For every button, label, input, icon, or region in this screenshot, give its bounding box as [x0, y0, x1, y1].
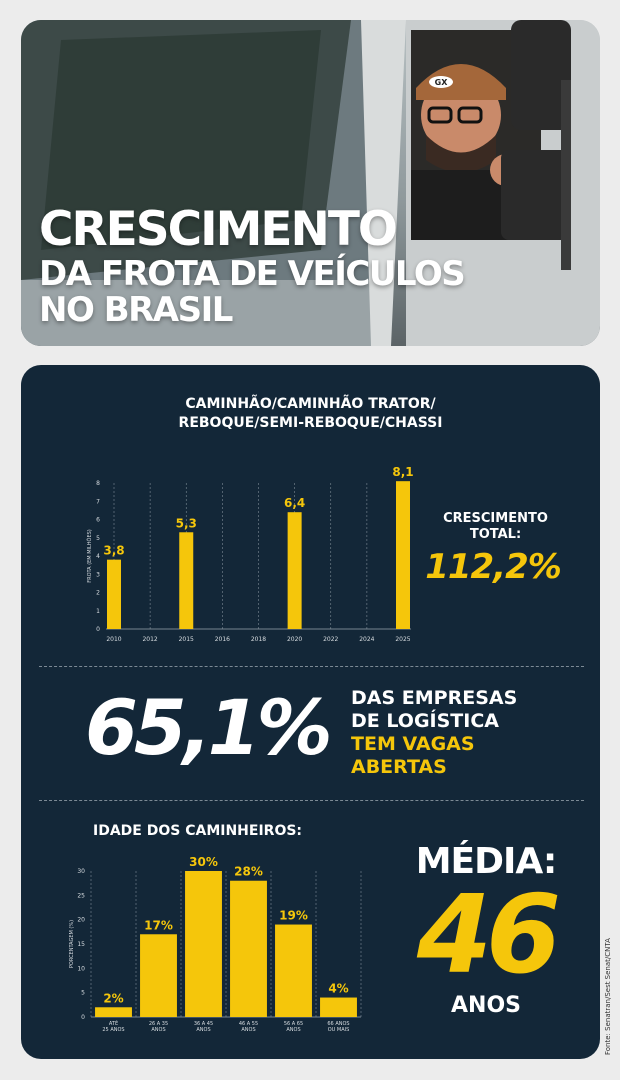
age-bar-0 [95, 1007, 132, 1017]
age-bar-label-4: 19% [279, 909, 308, 923]
fleet-y-tick: 3 [96, 571, 100, 578]
fleet-bar-label-2025: 8,1 [392, 465, 413, 479]
age-bar-label-1: 17% [144, 918, 173, 932]
fleet-x-tick: 2025 [395, 636, 410, 643]
age-y-tick: 25 [77, 892, 85, 899]
fleet-y-tick: 2 [96, 590, 100, 597]
age-x-tick-line1: 26 A 35 [149, 1021, 168, 1027]
fleet-bar-2020 [287, 512, 302, 629]
age-bar-3 [230, 880, 267, 1017]
fleet-bar-2010 [107, 559, 121, 629]
fleet-bar-label-2015: 5,3 [176, 516, 197, 530]
age-x-tick-line2: OU MAIS [328, 1027, 350, 1033]
logistics-line3: TEM VAGAS [351, 733, 475, 755]
source-note: Fonte: Senatran/Sest Senat/CNTA [604, 938, 612, 1055]
fleet-x-tick: 2018 [251, 636, 266, 643]
fleet-bar-chart: 2010 2012 2015 2016 2018 2020 2022 2024 2025 0 1 2 3… [86, 465, 414, 643]
age-bar-1 [140, 934, 177, 1017]
age-bar-5 [320, 997, 357, 1017]
age-y-tick: 5 [81, 990, 85, 997]
age-x-tick-line2: ANOS [151, 1027, 165, 1033]
fleet-x-tick: 2020 [287, 636, 302, 643]
age-x-tick-line2: ANOS [286, 1027, 300, 1033]
age-bar-4 [275, 924, 312, 1017]
media-value: 46 [416, 873, 561, 998]
logistics-big-value: 65,1% [85, 683, 333, 772]
logistics-line2: DE LOGÍSTICA [351, 710, 499, 732]
age-chart-title: IDADE DOS CAMINHEIROS: [93, 823, 303, 839]
fleet-y-tick: 5 [96, 535, 100, 542]
hero-title: CRESCIMENTO DA FROTA DE VEÍCULOS NO BRAS… [39, 202, 466, 330]
divider-2 [39, 800, 584, 801]
age-x-tick-line1: ATÉ [109, 1019, 118, 1027]
age-y-tick: 10 [77, 965, 85, 972]
cap-logo: GX [435, 78, 449, 87]
fleet-x-tick: 2012 [142, 636, 157, 643]
age-x-tick-line2: ANOS [241, 1027, 255, 1033]
age-x-tick-line1: 46 A 55 [239, 1021, 258, 1027]
logistics-line4: ABERTAS [351, 756, 447, 778]
hero-photo-card: GX CRESCIMENTO DA FROTA DE VEÍCULOS NO B… [21, 20, 600, 346]
fleet-y-tick: 8 [96, 480, 100, 487]
age-x-tick-line1: 36 A 45 [194, 1021, 213, 1027]
age-bar-label-0: 2% [103, 991, 123, 1005]
fleet-y-axis-label: FROTA (EM MILHÕES) [86, 529, 93, 583]
truck-driver-photo: GX [21, 20, 600, 346]
age-y-tick: 30 [77, 868, 85, 875]
mirror-lower [501, 150, 571, 240]
age-y-tick: 15 [77, 941, 85, 948]
divider-1 [39, 666, 584, 667]
growth-value: 112,2% [425, 547, 562, 587]
age-bar-label-3: 28% [234, 865, 263, 879]
age-x-tick-line2: 25 ANOS [102, 1027, 124, 1033]
fleet-x-tick: 2016 [215, 636, 230, 643]
fleet-x-tick: 2024 [359, 636, 374, 643]
hero-title-line2: DA FROTA DE VEÍCULOS [39, 254, 466, 294]
logistics-line1: DAS EMPRESAS [351, 687, 518, 709]
age-bar-label-5: 4% [328, 982, 348, 996]
age-bar-2 [185, 871, 222, 1017]
growth-label-line1: CRESCIMENTO [443, 511, 548, 526]
media-unit: ANOS [451, 993, 521, 1018]
fleet-y-tick: 0 [96, 626, 100, 633]
fleet-bar-label-2010: 3,8 [103, 544, 124, 558]
cap [416, 64, 506, 100]
fleet-x-tick: 2015 [179, 636, 194, 643]
fleet-x-tick: 2022 [323, 636, 338, 643]
mirror-upper [511, 20, 571, 130]
fleet-bar-label-2020: 6,4 [284, 496, 305, 510]
media-label: MÉDIA: [415, 841, 558, 882]
age-y-axis-label: PORCENTAGEM (%) [69, 920, 75, 968]
age-bar-label-2: 30% [189, 855, 218, 869]
fleet-heading-line1: CAMINHÃO/CAMINHÃO TRATOR/ [185, 396, 436, 412]
hero-title-line3: NO BRASIL [39, 290, 233, 330]
age-x-tick-line1: 66 ANOS [327, 1021, 349, 1027]
age-x-tick-line1: 56 A 65 [284, 1021, 303, 1027]
fleet-heading-line2: REBOQUE/SEMI-REBOQUE/CHASSI [178, 415, 443, 431]
hero-title-line1: CRESCIMENTO [39, 202, 398, 257]
age-x-tick-line2: ANOS [196, 1027, 210, 1033]
fleet-heading: CAMINHÃO/CAMINHÃO TRATOR/ REBOQUE/SEMI-R… [21, 395, 600, 433]
fleet-y-tick: 1 [96, 608, 100, 615]
fleet-bar-2015 [179, 532, 194, 629]
fleet-bar-2025 [396, 481, 410, 629]
growth-label-line2: TOTAL: [469, 527, 522, 542]
age-y-tick: 20 [77, 917, 85, 924]
logistics-text: DAS EMPRESAS DE LOGÍSTICA TEM VAGAS ABER… [351, 687, 517, 779]
fleet-y-tick: 7 [96, 498, 100, 505]
fleet-y-tick: 4 [96, 553, 100, 560]
fleet-x-tick: 2010 [106, 636, 121, 643]
age-y-tick: 0 [81, 1014, 85, 1021]
fleet-y-tick: 6 [96, 517, 100, 524]
growth-label: CRESCIMENTO TOTAL: [418, 511, 573, 543]
stats-panel: CAMINHÃO/CAMINHÃO TRATOR/ REBOQUE/SEMI-R… [21, 365, 600, 1059]
